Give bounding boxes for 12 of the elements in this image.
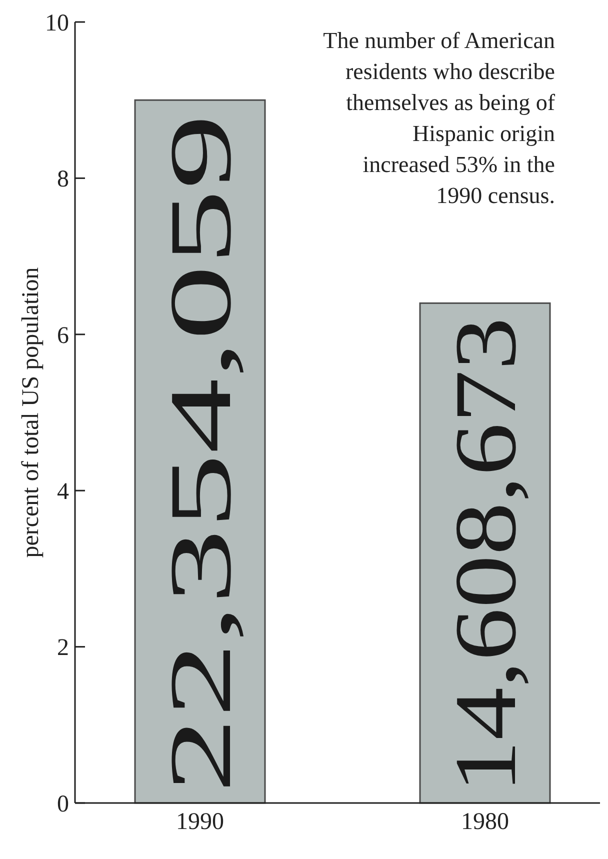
annotation: 14,608,673 bbox=[437, 317, 535, 793]
y-axis-title: percent of total US population bbox=[18, 267, 44, 558]
y-tick-label: 10 bbox=[45, 10, 69, 36]
y-tick-label: 4 bbox=[57, 479, 69, 505]
y-tick-label: 2 bbox=[57, 635, 69, 662]
annotation: The number of American residents who describe themselves as being of Hispanic origin increased 53% in the 1990 census. bbox=[323, 28, 556, 208]
annotation: 22,354,059 bbox=[152, 114, 250, 793]
x-tick-label: 1980 bbox=[461, 809, 509, 835]
x-tick-label: 1990 bbox=[176, 809, 224, 835]
y-tick-label: 8 bbox=[57, 166, 69, 193]
y-tick-label: 6 bbox=[57, 322, 69, 349]
y-tick-label: 0 bbox=[57, 791, 69, 818]
